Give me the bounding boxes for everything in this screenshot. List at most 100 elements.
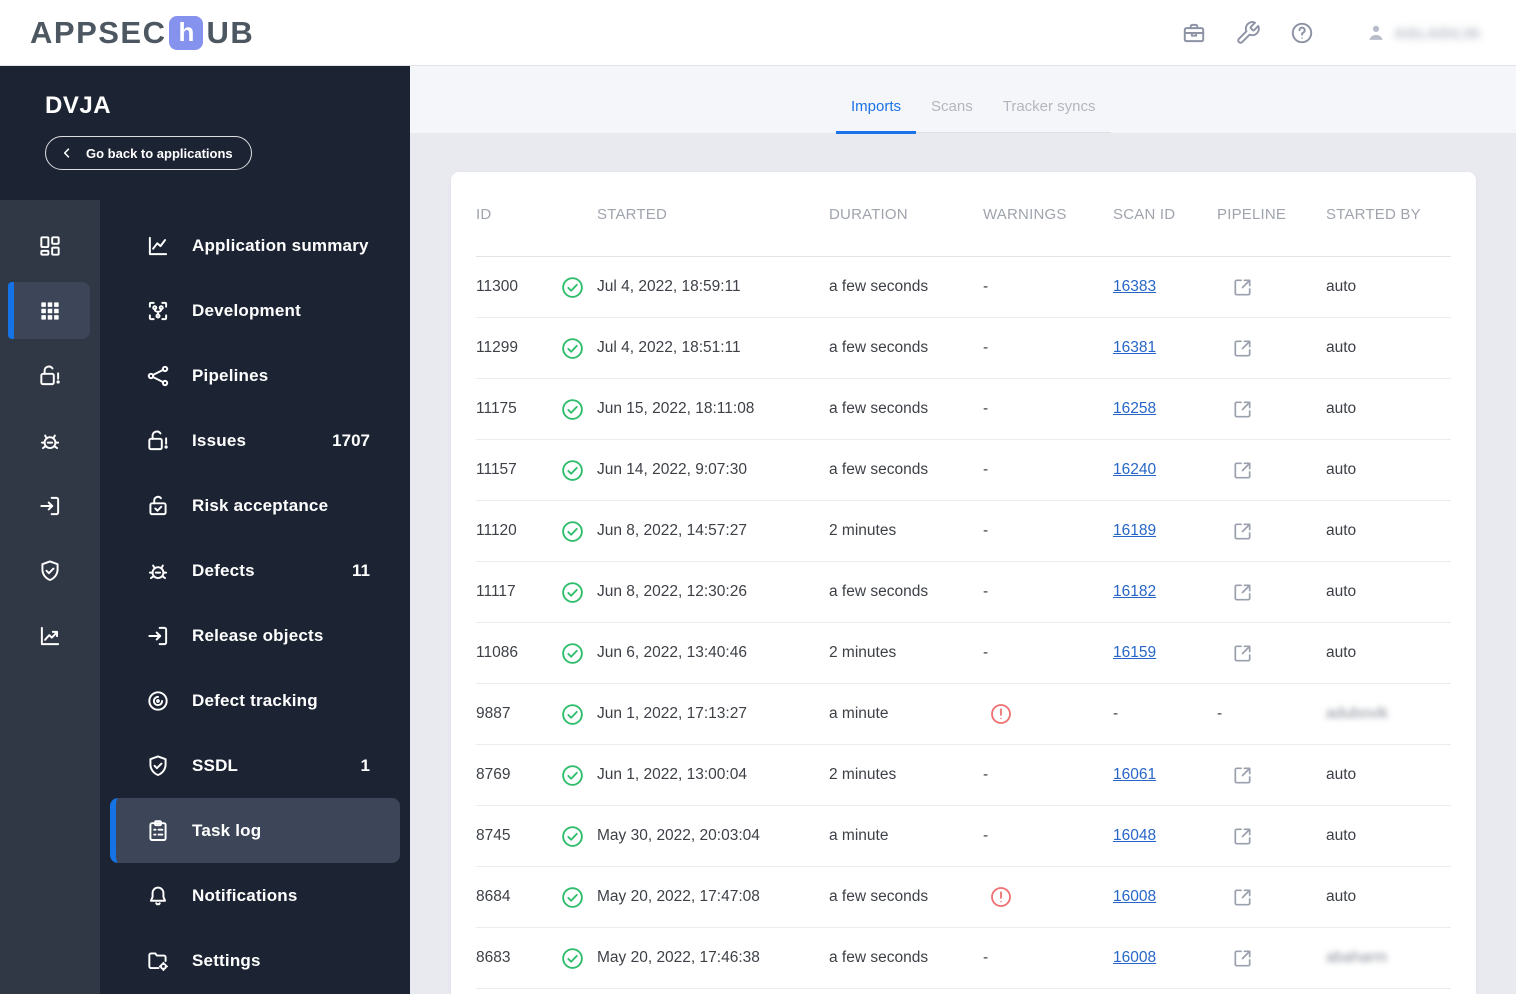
scan-id-link[interactable]: 16381 [1113, 339, 1157, 356]
success-check-icon [560, 763, 585, 788]
tab-imports[interactable]: Imports [836, 98, 917, 134]
rail-item-dashboard[interactable] [0, 213, 100, 278]
duration: a few seconds [829, 583, 929, 600]
duration: a few seconds [829, 339, 929, 356]
scan-id-link[interactable]: 16189 [1113, 522, 1157, 539]
started-by: auto [1326, 339, 1357, 356]
scan-id-link[interactable]: 16048 [1113, 827, 1157, 844]
sidebar: DVJA Go back to applications Application… [0, 66, 410, 994]
scan-id-cell: 16381 [1113, 339, 1217, 357]
no-scan-dash: - [1113, 705, 1119, 722]
rail-item-export-box[interactable] [0, 473, 100, 538]
task-id: 8769 [476, 766, 511, 783]
scan-id-cell: 16182 [1113, 583, 1217, 601]
rail-item-chart[interactable] [0, 603, 100, 668]
main-area: Imports Scans Tracker syncs ID STARTED D… [410, 66, 1516, 994]
task-id: 11299 [476, 339, 518, 356]
sidebar-item-notifications[interactable]: Notifications [100, 863, 410, 928]
tab-bar: Imports Scans Tracker syncs [410, 66, 1516, 134]
pipeline-cell [1217, 398, 1326, 421]
help-icon[interactable] [1289, 20, 1315, 46]
warnings-cell: - [983, 583, 1113, 601]
user-menu[interactable]: AGLADILIN [1365, 22, 1480, 44]
sidebar-item-settings[interactable]: Settings [100, 928, 410, 993]
logo-text-right: UB [206, 14, 255, 50]
success-check-icon [560, 458, 585, 483]
sidebar-header: DVJA Go back to applications [0, 66, 410, 200]
external-link-icon[interactable] [1231, 947, 1326, 970]
external-link-icon[interactable] [1231, 825, 1326, 848]
external-link-icon[interactable] [1231, 581, 1326, 604]
export-box-icon [145, 623, 171, 649]
tools-icon[interactable] [1235, 20, 1261, 46]
started-by: auto [1326, 644, 1357, 661]
scan-id-link[interactable]: 16182 [1113, 583, 1157, 600]
tab-tracker-syncs[interactable]: Tracker syncs [1002, 98, 1096, 115]
task-id: 11175 [476, 400, 517, 417]
rail-item-grid[interactable] [0, 278, 100, 343]
task-id: 11086 [476, 644, 518, 661]
briefcase-icon[interactable] [1181, 20, 1207, 46]
sidebar-item-pipelines[interactable]: Pipelines [100, 343, 410, 408]
started-timestamp: Jun 8, 2022, 12:30:26 [597, 583, 747, 600]
sidebar-item-ssdl[interactable]: SSDL 1 [100, 733, 410, 798]
scan-id-cell: 16159 [1113, 644, 1217, 662]
scan-id-link[interactable]: 16240 [1113, 461, 1157, 478]
duration: a minute [829, 705, 889, 722]
column-header-pipeline: PIPELINE [1217, 205, 1287, 223]
duration: a few seconds [829, 278, 929, 295]
external-link-icon[interactable] [1231, 276, 1326, 299]
menu-item-label: Defects [192, 560, 255, 580]
sidebar-item-defects[interactable]: Defects 11 [100, 538, 410, 603]
sidebar-item-application-summary[interactable]: Application summary [100, 213, 410, 278]
started-timestamp: Jun 8, 2022, 14:57:27 [597, 522, 747, 539]
rail-item-bug[interactable] [0, 408, 100, 473]
success-check-icon [560, 397, 585, 422]
sidebar-item-release-objects[interactable]: Release objects [100, 603, 410, 668]
external-link-icon[interactable] [1231, 642, 1326, 665]
duration: 2 minutes [829, 644, 897, 661]
sidebar-item-risk-acceptance[interactable]: Risk acceptance [100, 473, 410, 538]
sidebar-item-task-log[interactable]: Task log [110, 798, 400, 863]
external-link-icon[interactable] [1231, 764, 1326, 787]
column-header-started-by: STARTED BY [1326, 205, 1421, 223]
sidebar-item-development[interactable]: Development [100, 278, 410, 343]
tab-scans[interactable]: Scans [931, 98, 973, 115]
scan-id-link[interactable]: 16008 [1113, 949, 1157, 966]
warnings-cell: - [983, 766, 1113, 784]
column-header-id: ID [476, 205, 492, 223]
external-link-icon[interactable] [1231, 886, 1326, 909]
scan-id-link[interactable]: 16383 [1113, 278, 1157, 295]
scan-id-link[interactable]: 16008 [1113, 888, 1157, 905]
clipboard-icon [145, 818, 171, 844]
external-link-icon[interactable] [1231, 398, 1326, 421]
menu-item-label: Risk acceptance [192, 495, 329, 515]
warnings-cell: - [983, 461, 1113, 479]
menu-item-label: Development [192, 300, 301, 320]
menu-item-label: Pipelines [192, 365, 269, 385]
started-by: auto [1326, 888, 1357, 905]
chevron-left-icon [60, 146, 74, 160]
external-link-icon[interactable] [1231, 459, 1326, 482]
started-timestamp: Jun 1, 2022, 13:00:04 [597, 766, 747, 783]
table-row: 11300 Jul 4, 2022, 18:59:11 a few second… [476, 257, 1451, 318]
scan-id-link[interactable]: 16159 [1113, 644, 1157, 661]
menu-item-label: Issues [192, 430, 247, 450]
sidebar-item-defect-tracking[interactable]: Defect tracking [100, 668, 410, 733]
no-pipeline-dash: - [1217, 705, 1223, 722]
no-warnings-dash: - [983, 339, 989, 356]
external-link-icon[interactable] [1231, 337, 1326, 360]
external-link-icon[interactable] [1231, 520, 1326, 543]
scan-id-link[interactable]: 16061 [1113, 766, 1157, 783]
duration: 2 minutes [829, 766, 897, 783]
rail-item-shield-check[interactable] [0, 538, 100, 603]
sidebar-item-issues[interactable]: Issues 1707 [100, 408, 410, 473]
scan-id-link[interactable]: 16258 [1113, 400, 1157, 417]
rail-item-unlock-alert[interactable] [0, 343, 100, 408]
success-check-icon [560, 336, 585, 361]
bug-icon [37, 428, 63, 454]
pipeline-cell [1217, 581, 1326, 604]
started-by: abaharm [1326, 949, 1388, 966]
back-to-applications-button[interactable]: Go back to applications [45, 136, 252, 170]
warnings-cell [983, 702, 1113, 726]
